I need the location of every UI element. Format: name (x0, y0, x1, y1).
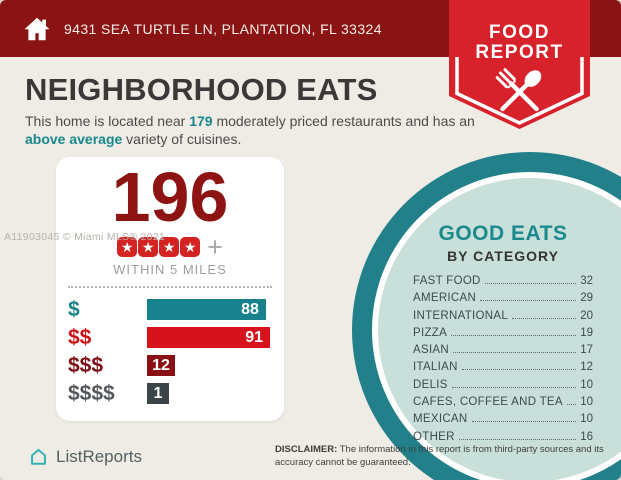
star-icon: ★ (138, 237, 159, 257)
category-name: FAST FOOD (413, 275, 481, 287)
category-name: PIZZA (413, 326, 448, 339)
category-row: MEXICAN 10 (413, 413, 593, 425)
price-tier-bar: 91 (147, 327, 270, 348)
dotted-leader (451, 386, 577, 388)
price-tier-value: 1 (153, 384, 163, 402)
listreports-logo: ListReports (28, 446, 142, 467)
dotted-leader (458, 438, 577, 440)
rating-stars-row: ★ ★ ★ ★ + (117, 232, 223, 262)
star-icon: ★ (117, 237, 138, 257)
dotted-leader (453, 352, 577, 354)
category-count: 29 (580, 292, 593, 305)
food-report-badge: FOOD REPORT (449, 0, 590, 132)
dotted-leader (480, 300, 577, 302)
category-count: 10 (580, 396, 593, 409)
category-list: FAST FOOD 32 AMERICAN 29 INTERNATIONAL 20 PIZZ… (413, 275, 593, 443)
dotted-leader (484, 283, 577, 284)
category-count: 12 (580, 361, 593, 374)
subtitle-post: variety of cuisines. (122, 131, 242, 148)
price-tier-value: 12 (152, 356, 170, 374)
category-row: OTHER 16 (413, 431, 593, 443)
good-eats-circle-inner (378, 178, 621, 480)
dotted-leader (512, 317, 577, 319)
star-icon: ★ (180, 237, 201, 257)
disclaimer: DISCLAIMER: The information in this repo… (275, 443, 613, 470)
home-icon (22, 14, 52, 44)
disclaimer-label: DISCLAIMER: (275, 444, 338, 455)
category-name: AMERICAN (413, 292, 477, 305)
category-count: 17 (580, 344, 593, 357)
category-name: CAFES, COFFEE AND TEA (413, 396, 563, 409)
category-row: ASIAN 17 (413, 344, 593, 356)
price-tier-label: $$$ (68, 354, 104, 377)
category-row: PIZZA 19 (413, 327, 593, 339)
category-count: 19 (580, 326, 593, 339)
price-tier-bar: 1 (147, 383, 169, 404)
category-row: INTERNATIONAL 20 (413, 310, 593, 322)
category-count: 20 (580, 309, 593, 322)
listreports-brand-text: ListReports (56, 446, 142, 466)
price-tier-label: $ (68, 298, 80, 321)
price-tier-row: $$$ 12 (68, 355, 272, 376)
subtitle-mid: moderately priced restaurants and has an (212, 113, 475, 129)
category-name: ASIAN (413, 344, 450, 357)
good-eats-title: GOOD EATS (438, 222, 568, 245)
price-tier-bar: 88 (147, 299, 266, 320)
price-tier-row: $$ 91 (68, 327, 272, 348)
category-count: 16 (580, 430, 593, 443)
mls-watermark: A11903045 © Miami MLS® 2021 (4, 231, 166, 243)
category-name: OTHER (413, 430, 455, 443)
dotted-leader (461, 369, 577, 371)
badge-line1: FOOD (489, 22, 550, 43)
good-eats-panel: GOOD EATS BY CATEGORY FAST FOOD 32 AMERICA… (413, 222, 593, 448)
subtitle-pre: This home is located near (25, 113, 190, 129)
category-row: AMERICAN 29 (413, 292, 593, 304)
disclaimer-text: The information in this report is from t… (275, 444, 604, 469)
category-count: 32 (580, 275, 593, 287)
spoon-fork-icon (495, 68, 542, 112)
category-name: ITALIAN (413, 361, 458, 374)
category-name: INTERNATIONAL (413, 309, 509, 322)
badge-ribbon-shape (449, 0, 590, 129)
subtitle-text: This home is located near 179 moderately… (25, 112, 475, 149)
price-tier-bar: 12 (147, 355, 175, 376)
total-restaurant-count: 196 (111, 158, 229, 236)
category-name: MEXICAN (413, 413, 468, 426)
variety-highlight: above average (25, 131, 123, 148)
price-tier-bar-chart: $88 $$ 91 $$$ 12 $$$$ 1 (68, 299, 272, 411)
price-tier-value: 91 (245, 328, 263, 346)
price-tier-value: 88 (241, 300, 259, 318)
plus-icon: + (207, 232, 223, 262)
listreports-house-icon (31, 448, 46, 465)
badge-chevron-outline (455, 57, 584, 125)
dotted-leader (451, 334, 577, 336)
badge-line2: REPORT (475, 42, 563, 63)
radius-caption: WITHIN 5 MILES (113, 262, 227, 277)
price-tier-row: $88 (68, 299, 272, 320)
restaurant-count-highlight: 179 (189, 113, 213, 129)
category-row: DELIS 10 (413, 379, 593, 391)
good-eats-subtitle: BY CATEGORY (447, 248, 559, 264)
category-row: ITALIAN 12 (413, 361, 593, 373)
dotted-leader (566, 404, 577, 406)
category-count: 10 (580, 413, 593, 426)
price-tier-label: $$ (68, 326, 92, 349)
dotted-divider (68, 286, 272, 288)
category-count: 10 (580, 378, 593, 391)
dotted-leader (471, 421, 577, 423)
property-address: 9431 SEA TURTLE LN, PLANTATION, FL 33324 (64, 20, 382, 37)
star-rating: ★ ★ ★ ★ (117, 237, 201, 257)
restaurant-stats-card: 196 ★ ★ ★ ★ + WITHIN 5 MILES $88 $$ 91 $$$ 12 $$… (56, 157, 284, 421)
price-tier-row: $$$$ 1 (68, 383, 272, 404)
price-tier-label: $$$$ (68, 382, 115, 405)
page-title: NEIGHBORHOOD EATS (25, 72, 378, 107)
category-row: CAFES, COFFEE AND TEA 10 (413, 396, 593, 408)
star-icon: ★ (159, 237, 180, 257)
category-name: DELIS (413, 378, 448, 391)
category-row: FAST FOOD 32 (413, 275, 593, 287)
